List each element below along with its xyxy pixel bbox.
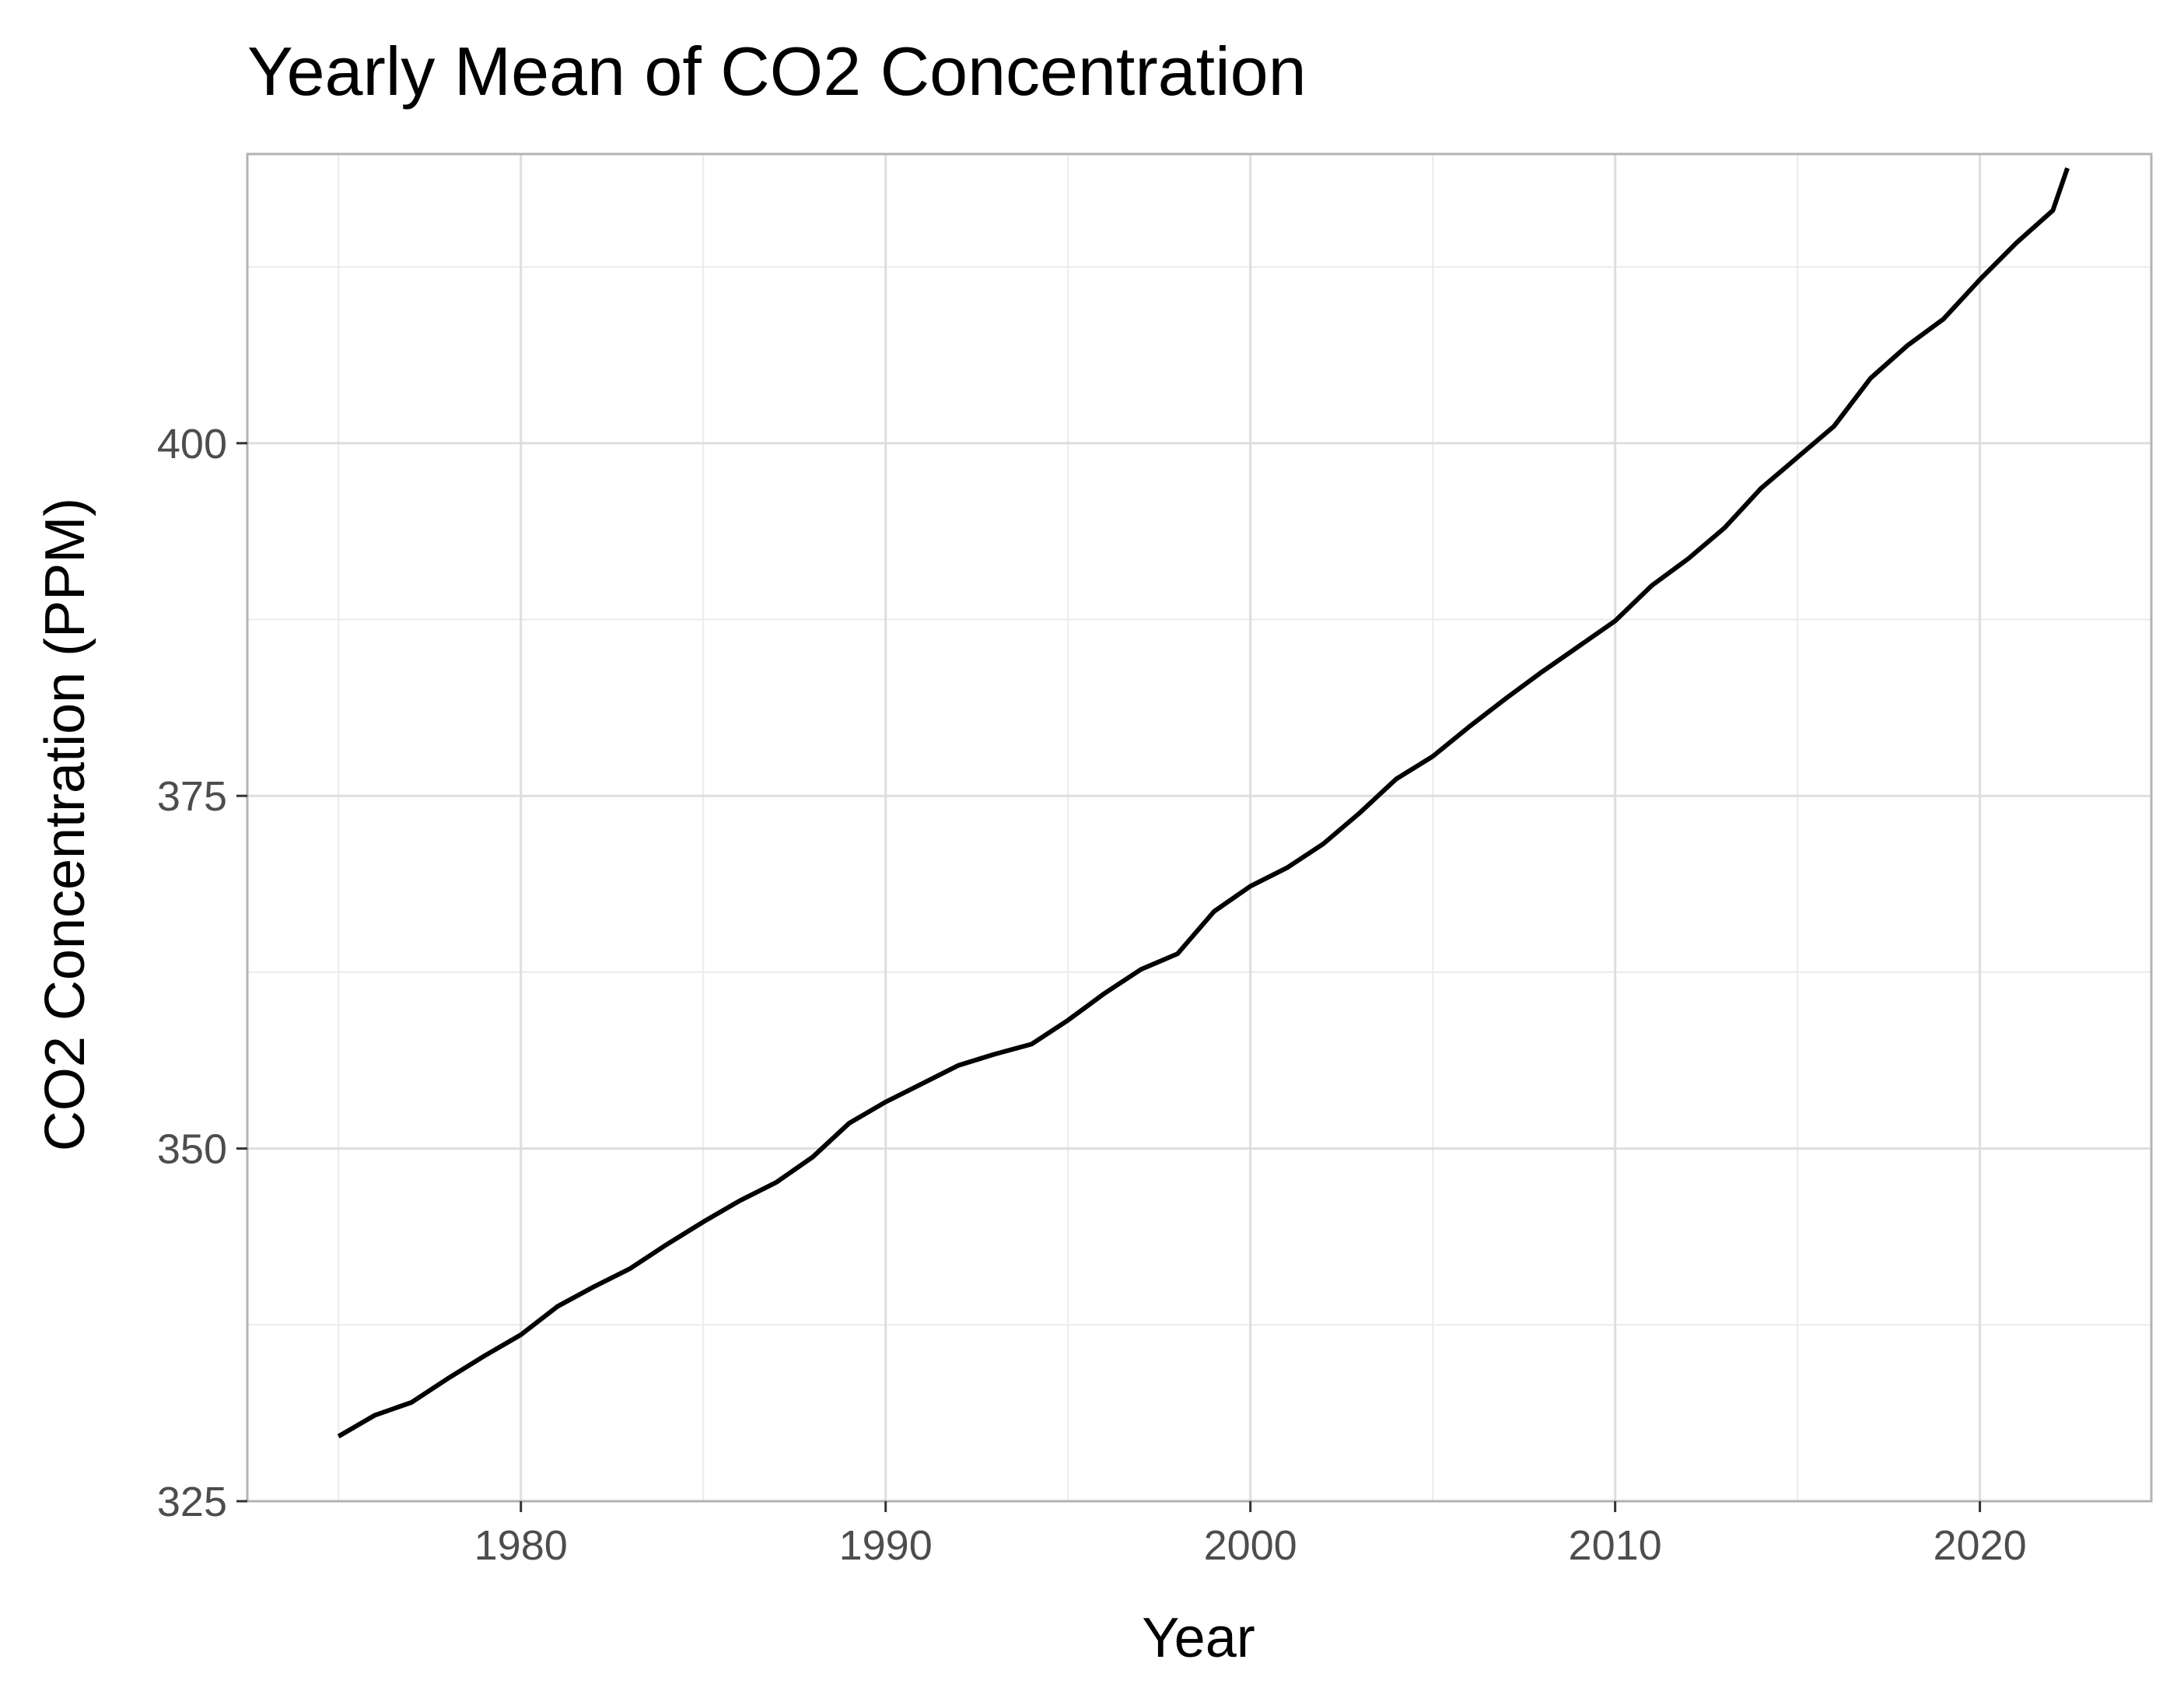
x-axis-title: Year bbox=[1142, 1607, 1255, 1669]
y-axis-ticks: 325 350 375 400 bbox=[157, 421, 247, 1525]
y-tick-label: 350 bbox=[157, 1126, 227, 1173]
y-tick-label: 375 bbox=[157, 773, 227, 820]
x-tick-label: 2010 bbox=[1569, 1522, 1662, 1569]
y-tick-label: 400 bbox=[157, 421, 227, 467]
x-tick-label: 2000 bbox=[1204, 1522, 1297, 1569]
x-tick-label: 2020 bbox=[1934, 1522, 2027, 1569]
x-axis-ticks: 1980 1990 2000 2010 2020 bbox=[474, 1501, 2027, 1569]
x-tick-label: 1980 bbox=[474, 1522, 568, 1569]
chart-title: Yearly Mean of CO2 Concentration bbox=[247, 33, 1307, 110]
minor-gridlines bbox=[247, 154, 2151, 1501]
panel-border bbox=[246, 152, 2153, 1503]
y-axis-title: CO2 Concentration (PPM) bbox=[34, 498, 96, 1151]
x-tick-label: 1990 bbox=[839, 1522, 933, 1569]
y-tick-label: 325 bbox=[157, 1479, 227, 1525]
series-line bbox=[337, 167, 2070, 1439]
